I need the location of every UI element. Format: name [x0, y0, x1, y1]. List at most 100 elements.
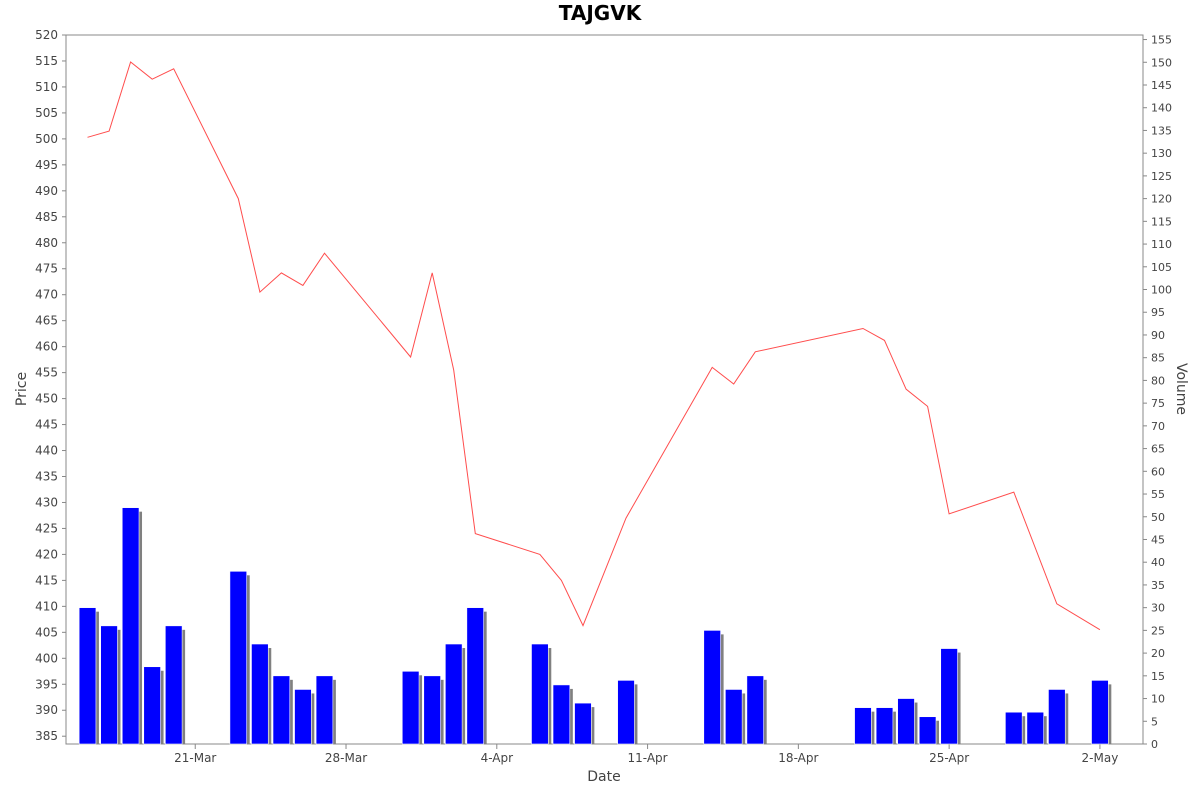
price-tick-label: 510 [35, 80, 58, 94]
date-tick-label: 2-May [1082, 751, 1119, 765]
volume-tick-label: 70 [1151, 420, 1165, 433]
price-tick-label: 465 [35, 314, 58, 328]
volume-tick-label: 90 [1151, 329, 1165, 342]
volume-bar [854, 707, 872, 745]
price-line [87, 61, 1101, 631]
price-tick-label: 480 [35, 236, 58, 250]
price-tick-label: 455 [35, 366, 58, 380]
volume-bar [574, 702, 592, 745]
price-tick-label: 440 [35, 444, 58, 458]
volume-tick-label: 45 [1151, 533, 1165, 546]
volume-bar [918, 716, 937, 745]
volume-bar [164, 625, 183, 745]
volume-tick-label: 55 [1151, 488, 1165, 501]
price-tick-label: 450 [35, 392, 58, 406]
volume-bar [100, 625, 118, 745]
price-tick-label: 410 [35, 599, 58, 613]
volume-tick-label: 30 [1151, 602, 1165, 615]
volume-bar [121, 507, 140, 745]
volume-bar [272, 675, 291, 745]
price-tick-label: 485 [35, 210, 58, 224]
volume-tick-label: 25 [1151, 624, 1165, 637]
volume-bar [940, 648, 958, 745]
volume-tick-label: 35 [1151, 579, 1165, 592]
volume-bar [466, 607, 484, 745]
date-tick-label: 18-Apr [778, 751, 818, 765]
price-axis-title: Price [14, 372, 30, 406]
volume-bar [315, 675, 334, 745]
volume-tick-label: 125 [1151, 170, 1172, 183]
volume-tick-label: 135 [1151, 124, 1172, 137]
volume-tick-label: 0 [1151, 738, 1158, 751]
price-tick-label: 520 [35, 28, 58, 42]
volume-tick-label: 50 [1151, 511, 1165, 524]
price-tick-label: 430 [35, 495, 58, 509]
price-tick-label: 500 [35, 132, 58, 146]
volume-bar [725, 689, 743, 745]
date-axis-title: Date [587, 769, 620, 785]
volume-bar [445, 643, 463, 745]
volume-tick-label: 110 [1151, 238, 1172, 251]
volume-bar [1048, 689, 1066, 745]
price-tick-label: 415 [35, 573, 58, 587]
price-tick-label: 470 [35, 288, 58, 302]
volume-tick-label: 40 [1151, 556, 1165, 569]
volume-bar [897, 698, 915, 745]
price-tick-label: 390 [35, 703, 58, 717]
date-tick-label: 21-Mar [174, 751, 216, 765]
volume-tick-label: 105 [1151, 261, 1172, 274]
price-axis: 385 390 395 400 405 410 415 420 425 430 435 440 445 4… [35, 28, 66, 743]
volume-bar [875, 707, 894, 745]
volume-tick-label: 80 [1151, 374, 1165, 387]
volume-bar [703, 630, 721, 745]
volume-bar [1005, 711, 1023, 745]
volume-bar [251, 643, 269, 745]
volume-tick-label: 100 [1151, 284, 1172, 297]
price-tick-label: 475 [35, 262, 58, 276]
price-tick-label: 395 [35, 677, 58, 691]
price-tick-label: 385 [35, 729, 58, 743]
volume-tick-label: 115 [1151, 215, 1172, 228]
chart-title: TAJGVK [559, 1, 643, 25]
price-tick-label: 435 [35, 470, 58, 484]
price-tick-label: 490 [35, 184, 58, 198]
volume-bars [78, 507, 1112, 745]
volume-tick-label: 5 [1151, 715, 1158, 728]
volume-bar [531, 643, 549, 745]
volume-bar [1091, 680, 1109, 745]
date-axis: 21-Mar 28-Mar 4-Apr 11-Apr 18-Apr 25-Apr 2-May [174, 744, 1118, 765]
price-tick-label: 515 [35, 54, 58, 68]
volume-axis-title: Volume [1173, 363, 1189, 415]
volume-tick-label: 60 [1151, 465, 1165, 478]
volume-bar [294, 689, 312, 745]
volume-tick-label: 130 [1151, 147, 1172, 160]
volume-tick-label: 155 [1151, 34, 1172, 47]
price-tick-label: 400 [35, 651, 58, 665]
volume-bar [1026, 711, 1045, 745]
volume-tick-label: 10 [1151, 693, 1165, 706]
plot-area [65, 34, 1144, 745]
volume-tick-label: 20 [1151, 647, 1165, 660]
volume-tick-label: 75 [1151, 397, 1165, 410]
price-tick-label: 495 [35, 158, 58, 172]
date-tick-label: 4-Apr [481, 751, 514, 765]
volume-tick-label: 145 [1151, 79, 1172, 92]
volume-tick-label: 85 [1151, 352, 1165, 365]
volume-axis: 0 5 10 15 20 25 30 35 40 45 50 55 60 65 70 75 80 85 90 95 10… [1143, 34, 1172, 751]
volume-tick-label: 65 [1151, 443, 1165, 456]
date-tick-label: 25-Apr [929, 751, 969, 765]
volume-tick-label: 150 [1151, 56, 1172, 69]
price-tick-label: 425 [35, 521, 58, 535]
price-tick-label: 405 [35, 625, 58, 639]
volume-bar [143, 666, 161, 745]
volume-bar [746, 675, 764, 745]
volume-bar [617, 680, 635, 745]
volume-bar [552, 684, 571, 745]
date-tick-label: 11-Apr [628, 751, 668, 765]
price-line-group [87, 61, 1101, 631]
date-tick-label: 28-Mar [325, 751, 367, 765]
price-tick-label: 445 [35, 418, 58, 432]
volume-tick-label: 15 [1151, 670, 1165, 683]
price-tick-label: 420 [35, 547, 58, 561]
